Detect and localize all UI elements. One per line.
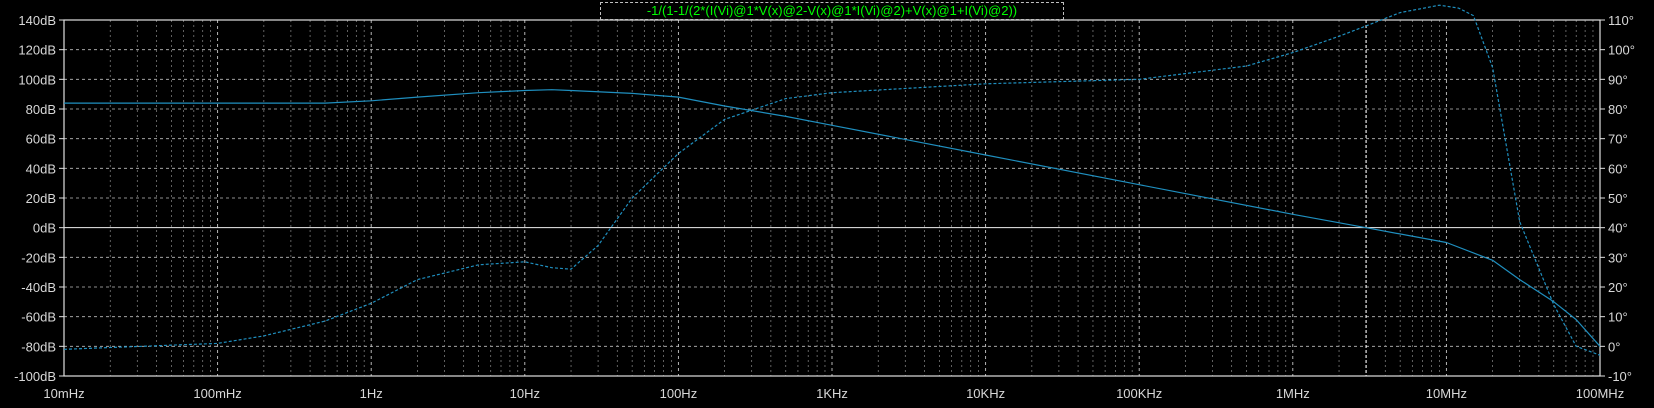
y-left-tick-label: -100dB [14, 369, 56, 384]
phase-trace[interactable] [63, 4, 1601, 356]
y-right-tick-label: 70° [1608, 132, 1628, 147]
y-left-tick-label: -40dB [21, 280, 56, 295]
magnitude-trace[interactable] [64, 89, 1601, 347]
grid-minor [109, 20, 1594, 376]
y-right-tick-label: 90° [1608, 72, 1628, 87]
x-tick-label: 1MHz [1276, 386, 1310, 401]
y-right-tick-label: -10° [1608, 369, 1632, 384]
x-tick-label: 1KHz [816, 386, 848, 401]
y-left-tick-label: -20dB [21, 250, 56, 265]
x-tick-label: 1Hz [360, 386, 383, 401]
x-tick-label: 10KHz [966, 386, 1005, 401]
x-axis-ticks: 10mHz 100mHz 1Hz 10Hz 100Hz 1KHz 10KHz 100KHz 1M… [43, 386, 1624, 401]
y-right-tick-label: 60° [1608, 161, 1628, 176]
x-tick-label: 100mHz [193, 386, 241, 401]
x-tick-label: 10mHz [43, 386, 84, 401]
x-tick-label: 10Hz [510, 386, 540, 401]
x-tick-label: 10MHz [1426, 386, 1467, 401]
y-left-tick-label: 80dB [26, 102, 56, 117]
trace-expression-title[interactable]: -1/(1-1/(2*(I(Vi)@1*V(x)@2-V(x)@1*I(Vi)@… [600, 2, 1064, 20]
y-left-tick-label: 40dB [26, 161, 56, 176]
y-right-tick-label: 110° [1608, 13, 1634, 28]
x-tick-label: 100Hz [660, 386, 698, 401]
y-left-tick-label: 60dB [26, 132, 56, 147]
y-left-axis-ticks: 140dB 120dB 100dB 80dB 60dB 40dB 20dB 0dB -20dB -… [14, 13, 64, 384]
y-right-tick-label: 40° [1608, 221, 1628, 236]
y-left-tick-label: 20dB [26, 191, 56, 206]
x-tick-label: 100KHz [1116, 386, 1162, 401]
trace-expression-text: -1/(1-1/(2*(I(Vi)@1*V(x)@2-V(x)@1*I(Vi)@… [646, 3, 1018, 18]
y-left-tick-label: 0dB [33, 221, 56, 236]
y-right-tick-label: 30° [1608, 250, 1628, 265]
y-right-tick-label: 50° [1608, 191, 1628, 206]
y-right-axis-ticks: 110° 100° 90° 80° 70° 60° 50° 40° 30° 20° 10° 0° -10… [1600, 13, 1635, 384]
y-left-tick-label: -80dB [21, 339, 56, 354]
y-right-tick-label: 0° [1608, 339, 1620, 354]
grid-major [64, 20, 1600, 376]
y-right-tick-label: 100° [1608, 43, 1635, 58]
traces [63, 4, 1601, 356]
y-left-tick-label: 100dB [18, 72, 56, 87]
y-left-tick-label: -60dB [21, 310, 56, 325]
y-right-tick-label: 20° [1608, 280, 1628, 295]
x-tick-label: 100MHz [1576, 386, 1624, 401]
y-right-tick-label: 10° [1608, 310, 1628, 325]
y-right-tick-label: 80° [1608, 102, 1628, 117]
y-left-tick-label: 120dB [18, 43, 56, 58]
y-left-tick-label: 140dB [18, 13, 56, 28]
